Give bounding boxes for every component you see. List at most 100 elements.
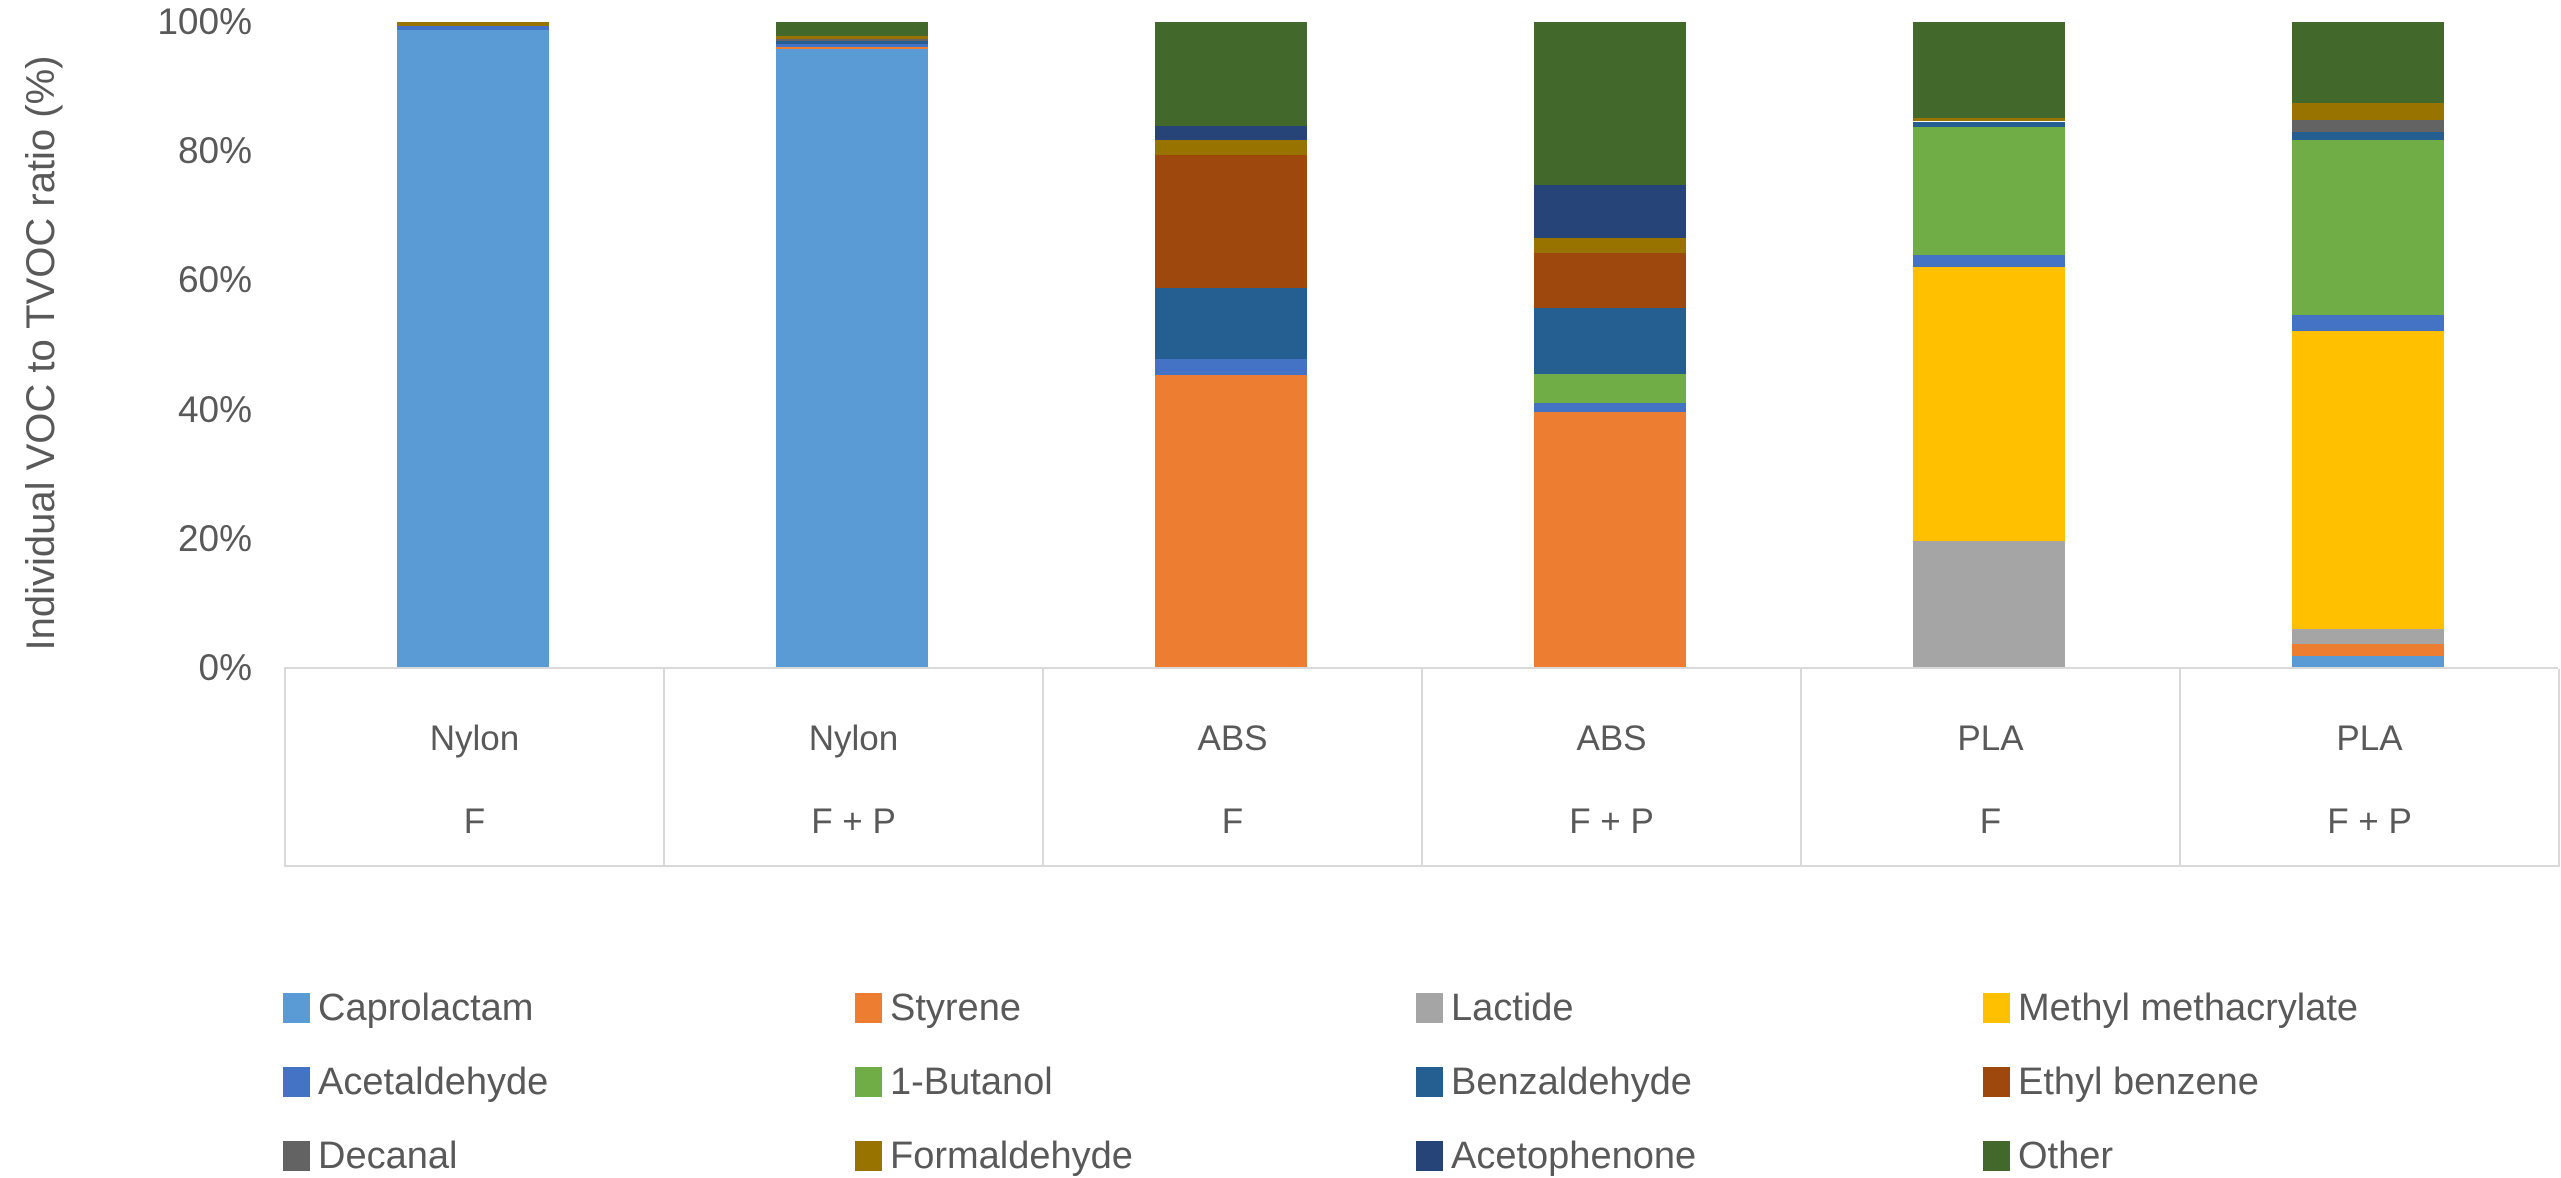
bar-segment-caprolactam (397, 29, 550, 668)
legend-label: Acetaldehyde (318, 1060, 549, 1103)
bar-segment-acetaldehyde (776, 43, 929, 47)
bar-segment-acetophenone (1533, 184, 1686, 239)
category-cell-nylon-fp: Nylon F + P (665, 669, 1044, 865)
bar-segment-acetaldehyde (1155, 358, 1308, 376)
bar-segment-benzaldehyde (1155, 288, 1308, 359)
y-tick-label: 0% (198, 647, 252, 688)
bar-segment-other (2291, 22, 2444, 103)
category-condition-label: F + P (811, 802, 896, 841)
bar-segment-formaldehyde (397, 22, 550, 26)
bar-segment-formaldehyde (1912, 117, 2065, 122)
bar-segment-methyl-methacrylate (2291, 330, 2444, 630)
category-material-label: ABS (1197, 719, 1268, 758)
category-axis-table: Nylon F Nylon F + P ABS F ABS F + P PLA F PLA F + P (284, 669, 2560, 867)
bar-segment-acetophenone (1155, 126, 1308, 141)
category-condition-label: F + P (1569, 802, 1654, 841)
legend-label: Decanal (318, 1134, 458, 1177)
legend-item-formaldehyde: Formaldehyde (855, 1134, 1133, 1177)
category-condition-label: F (1221, 802, 1244, 841)
bar-segment-other (1533, 22, 1686, 185)
legend-item-styrene: Styrene (855, 986, 1021, 1029)
bar-segment-1-butanol (1912, 127, 2065, 255)
legend-swatch (283, 1067, 310, 1097)
bar-segment-caprolactam (776, 49, 929, 668)
legend-swatch (1416, 993, 1443, 1023)
legend-item-other: Other (1983, 1134, 2114, 1177)
y-tick-label: 40% (177, 388, 252, 430)
legend-item-lactide: Lactide (1416, 986, 1574, 1029)
legend-label: Methyl methacrylate (2018, 986, 2359, 1029)
bar-segment-formaldehyde (2291, 102, 2444, 120)
legend-item-acetophenone: Acetophenone (1416, 1134, 1697, 1177)
legend-swatch (283, 1141, 310, 1171)
category-cell-pla-f: PLA F (1802, 669, 2181, 865)
y-axis-title: Individual VOC to TVOC ratio (%) (19, 55, 63, 651)
category-cell-pla-fp: PLA F + P (2181, 669, 2558, 865)
category-condition-label: F (1979, 802, 2002, 841)
bar-segment-formaldehyde (776, 36, 929, 39)
category-cell-nylon-f: Nylon F (286, 669, 665, 865)
legend-label: Caprolactam (318, 986, 534, 1029)
bar-segment-acetaldehyde (2291, 314, 2444, 331)
bar-segment-other (1912, 22, 2065, 118)
bar-segment-lactide (2291, 629, 2444, 645)
legend-label: 1-Butanol (890, 1060, 1053, 1103)
stacked-bar-pla-f (1912, 22, 2065, 668)
legend-swatch (1983, 1067, 2010, 1097)
category-material-label: ABS (1576, 719, 1647, 758)
bar-segment-ethyl-benzene (1533, 253, 1686, 309)
legend-swatch (1983, 993, 2010, 1023)
category-condition-label: F (463, 802, 486, 841)
legend-item-decanal: Decanal (283, 1134, 458, 1177)
legend-swatch (283, 993, 310, 1023)
bar-segment-other (1155, 22, 1308, 127)
legend-label: Other (2018, 1134, 2114, 1177)
legend-label: Lactide (1451, 986, 1574, 1029)
category-material-label: Nylon (808, 719, 899, 758)
bar-segment-benzaldehyde (1912, 121, 2065, 128)
bar-segment-acetaldehyde (397, 25, 550, 30)
bar-segment-styrene (1533, 412, 1686, 668)
legend-label: Acetophenone (1451, 1134, 1697, 1177)
legend-label: Ethyl benzene (2018, 1060, 2259, 1103)
legend-swatch (1416, 1067, 1443, 1097)
plot-area (284, 22, 2557, 668)
bar-segment-styrene (1155, 375, 1308, 668)
category-material-label: PLA (2336, 719, 2403, 758)
stacked-bar-abs-f-p (1533, 22, 1686, 668)
legend-item-caprolactam: Caprolactam (283, 986, 534, 1029)
bar-segment-lactide (1912, 540, 2065, 668)
legend-item-ethyl-benzene: Ethyl benzene (1983, 1060, 2259, 1103)
bar-segment-decanal (2291, 119, 2444, 133)
legend-swatch (855, 993, 882, 1023)
legend-swatch (855, 1067, 882, 1097)
bar-segment-styrene (2291, 644, 2444, 656)
legend-item-benzaldehyde: Benzaldehyde (1416, 1060, 1692, 1103)
y-tick-label: 80% (177, 130, 252, 172)
category-condition-label: F + P (2327, 802, 2412, 841)
bar-segment-acetaldehyde (1912, 254, 2065, 267)
bar-segment-caprolactam (2291, 655, 2444, 668)
category-material-label: PLA (1957, 719, 2024, 758)
bar-segment-formaldehyde (1155, 140, 1308, 156)
stacked-bar-nylon-f-p (776, 22, 929, 668)
bar-segment-acetaldehyde (1533, 402, 1686, 413)
bar-segment-formaldehyde (1533, 238, 1686, 254)
x-axis-line (284, 667, 2558, 669)
bar-segment-1-butanol (2291, 140, 2444, 315)
bar-segment-methyl-methacrylate (1912, 266, 2065, 541)
stacked-bar-pla-f-p (2291, 22, 2444, 668)
legend-label: Formaldehyde (890, 1134, 1133, 1177)
legend-label: Benzaldehyde (1451, 1060, 1692, 1103)
stacked-bar-abs-f (1155, 22, 1308, 668)
legend-item-methyl-methacrylate: Methyl methacrylate (1983, 986, 2359, 1029)
legend-label: Styrene (890, 986, 1021, 1029)
legend-item-1-butanol: 1-Butanol (855, 1060, 1053, 1103)
bar-segment-styrene (776, 46, 929, 50)
y-tick-label: 60% (177, 259, 252, 301)
legend-swatch (1983, 1141, 2010, 1171)
legend-item-acetaldehyde: Acetaldehyde (283, 1060, 549, 1103)
bar-segment-ethyl-benzene (1155, 155, 1308, 289)
category-cell-abs-f: ABS F (1044, 669, 1423, 865)
